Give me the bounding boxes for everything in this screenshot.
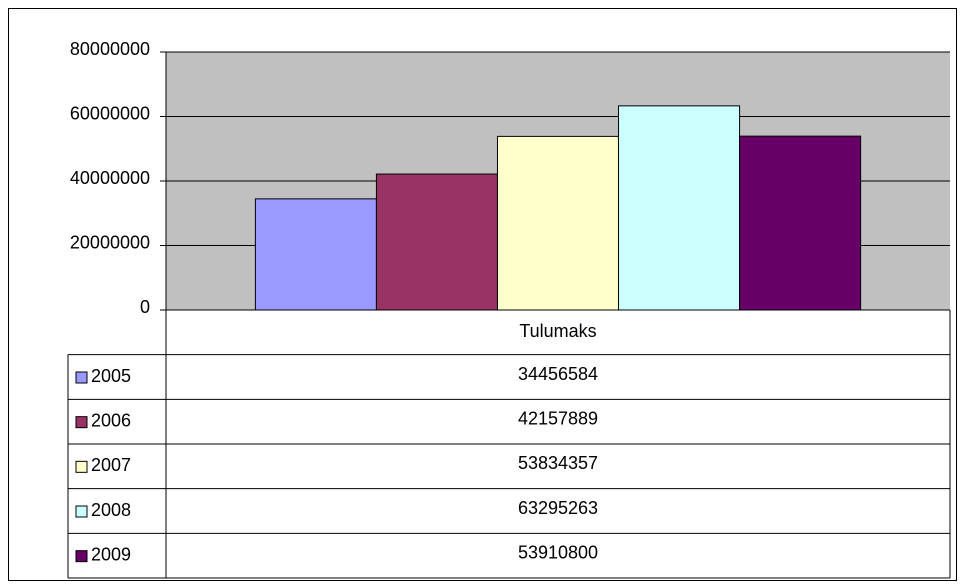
table-value: 53910800 (518, 542, 598, 562)
legend-label: 2006 (91, 410, 131, 430)
table-value: 63295263 (518, 498, 598, 518)
y-tick-label: 60000000 (70, 103, 150, 123)
legend-swatch (75, 371, 88, 384)
bar (254, 198, 377, 311)
table-value: 34456584 (518, 364, 598, 384)
legend-label: 2009 (91, 544, 131, 564)
table-value: 42157889 (518, 408, 598, 428)
bar (739, 135, 862, 311)
y-tick-label: 40000000 (70, 168, 150, 188)
legend-label: 2008 (91, 500, 131, 520)
legend-label: 2007 (91, 455, 131, 475)
bar (496, 135, 620, 311)
y-tick-label: 80000000 (70, 39, 150, 59)
table-value: 53834357 (518, 453, 598, 473)
table-header: Tulumaks (519, 321, 596, 341)
bar (618, 105, 741, 311)
y-tick-label: 20000000 (70, 232, 150, 252)
legend-label: 2005 (91, 366, 131, 386)
legend-swatch (75, 460, 88, 473)
legend-swatch (75, 550, 88, 563)
bar (375, 173, 498, 311)
y-tick-label: 0 (140, 297, 150, 317)
legend-swatch (75, 505, 88, 518)
legend-swatch (75, 416, 88, 429)
